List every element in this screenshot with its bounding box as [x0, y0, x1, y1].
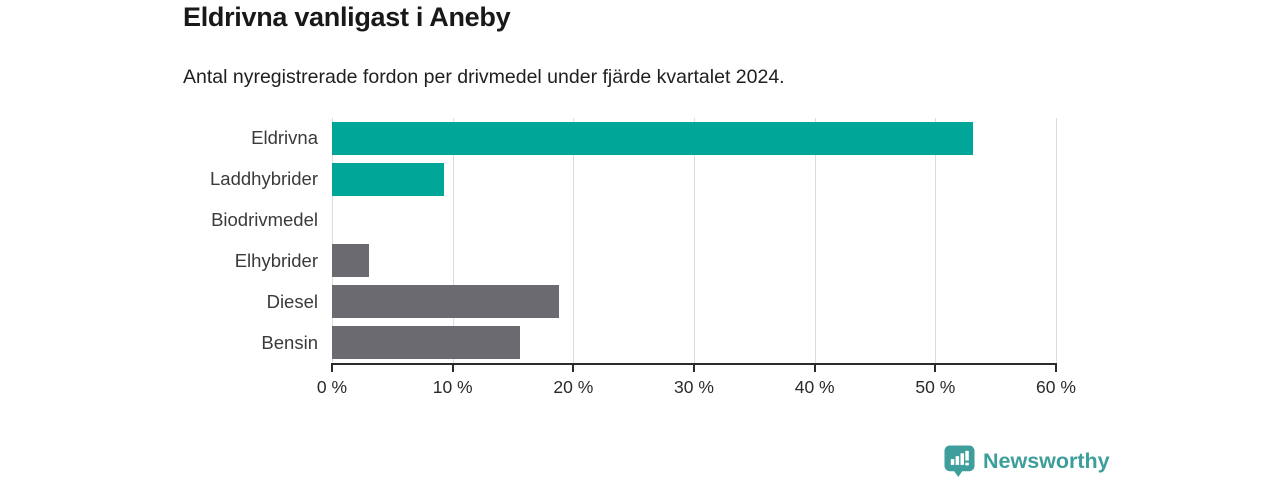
bar-row: [332, 281, 1056, 322]
axis-tick-label: 30 %: [674, 377, 714, 397]
category-label: Laddhybrider: [210, 168, 318, 190]
bar-row: [332, 322, 1056, 363]
bar-chart-speech-bubble-icon: [944, 445, 975, 477]
newsworthy-logo[interactable]: Newsworthy: [944, 445, 1110, 478]
bar-rows: [332, 118, 1056, 363]
category-label: Biodrivmedel: [211, 209, 318, 231]
gridline: [332, 118, 333, 363]
chart-title: Eldrivna vanligast i Aneby: [183, 2, 511, 32]
bar: [332, 244, 370, 278]
axis-tick: [572, 363, 575, 372]
plot-area: [332, 118, 1057, 363]
bar-row: [332, 240, 1056, 281]
axis-tick-label: 50 %: [915, 377, 956, 397]
axis-tick: [451, 363, 454, 372]
category-label: Bensin: [261, 331, 318, 353]
x-axis: 0 % 10 % 20 % 30 % 40 % 50 % 60 %: [317, 363, 1076, 405]
axis-tick-label: 0 %: [316, 377, 348, 397]
category-label: Elhybrider: [234, 249, 318, 271]
chart-subtitle: Antal nyregistrerade fordon per drivmede…: [183, 66, 785, 88]
axis-tick: [693, 363, 695, 372]
bar-row: [332, 200, 1056, 241]
bar-row: [332, 159, 1056, 200]
bar-row: [332, 118, 1056, 159]
gridline: [935, 118, 937, 363]
axis-tick-label: 10 %: [432, 377, 473, 397]
gridline: [573, 118, 575, 363]
category-label: Diesel: [266, 290, 318, 312]
bar: [332, 121, 973, 155]
axis-tick-label: 60 %: [1036, 377, 1076, 397]
bar: [332, 326, 521, 360]
category-label: Eldrivna: [251, 127, 318, 149]
gridline: [814, 118, 816, 363]
axis-tick-label: 40 %: [794, 377, 835, 397]
axis-tick: [934, 363, 937, 372]
axis-tick: [813, 363, 816, 372]
newsworthy-logo-text: Newsworthy: [983, 449, 1110, 473]
gridline: [452, 118, 454, 363]
category-labels: Eldrivna Laddhybrider Biodrivmedel Elhybrid…: [0, 118, 318, 363]
gridline: [1056, 118, 1057, 363]
bar: [332, 162, 445, 196]
axis-tick: [1055, 363, 1057, 372]
bar: [332, 285, 559, 319]
axis-tick-label: 20 %: [553, 377, 594, 397]
axis-tick: [331, 363, 333, 372]
gridline: [694, 118, 695, 363]
